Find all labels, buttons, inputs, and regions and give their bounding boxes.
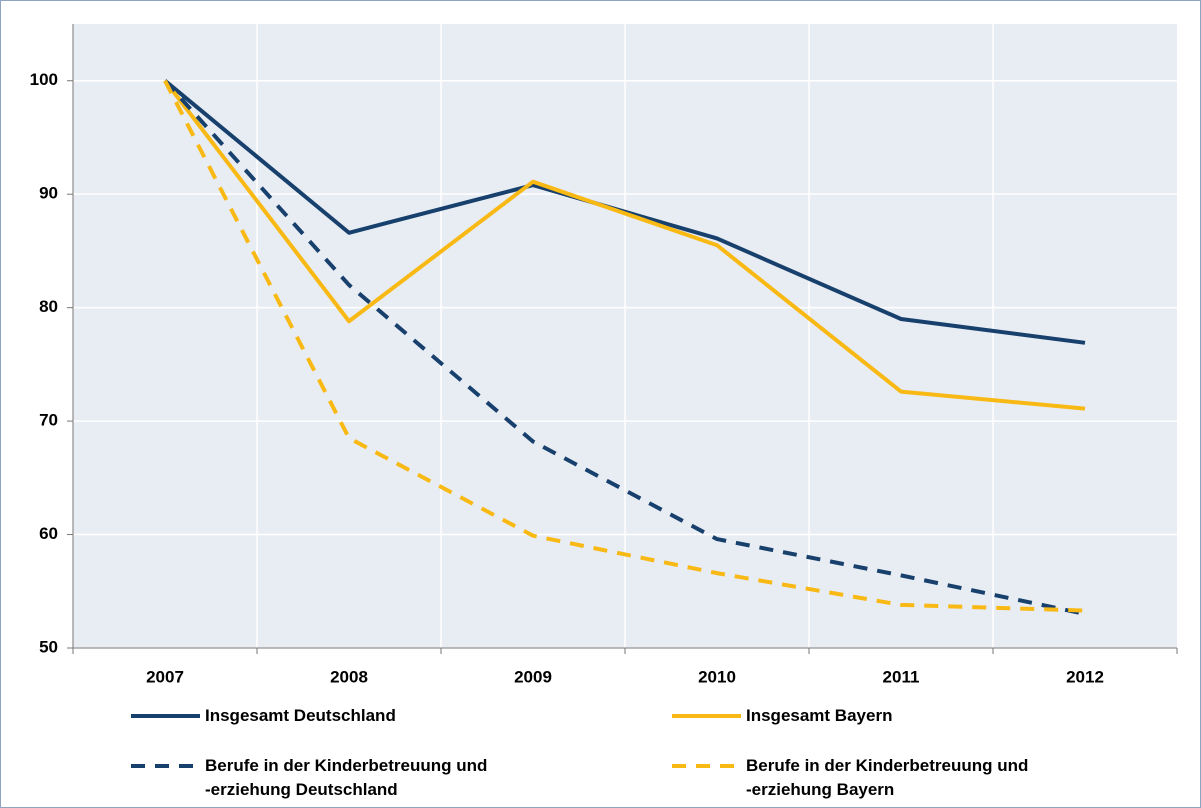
y-tick-label: 50: [39, 637, 58, 656]
y-tick-label: 100: [30, 70, 58, 89]
legend-label: Insgesamt Bayern: [746, 706, 893, 725]
legend-label: Berufe in der Kinderbetreuung und -erzie…: [205, 756, 488, 799]
legend-label: Insgesamt Deutschland: [205, 706, 396, 725]
x-tick-label: 2011: [883, 667, 920, 686]
x-tick-label: 2008: [330, 667, 368, 686]
x-tick-label: 2010: [698, 667, 736, 686]
y-tick-label: 70: [39, 411, 58, 430]
series-line: [163, 79, 1086, 616]
y-tick-label: 80: [39, 297, 58, 316]
x-tick-label: 2007: [146, 667, 184, 686]
y-tick-label: 60: [39, 524, 58, 543]
x-tick-label: 2012: [1066, 667, 1104, 686]
y-tick-label: 90: [39, 184, 58, 203]
legend-label: Berufe in der Kinderbetreuung und -erzie…: [746, 756, 1029, 799]
x-tick-label: 2009: [514, 667, 552, 686]
series-line: [163, 79, 1086, 613]
series-line: [163, 79, 1086, 411]
